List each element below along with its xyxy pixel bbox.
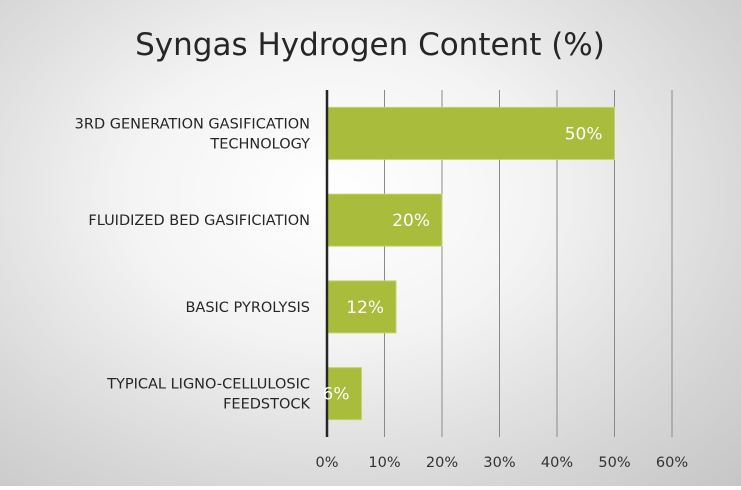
x-tick-label: 50% xyxy=(598,455,630,471)
x-axis-tick-labels: 0% 10% 20% 30% 40% 50% 60% xyxy=(315,455,688,471)
data-label: 6% xyxy=(323,385,350,405)
bar xyxy=(327,280,397,334)
x-tick-label: 40% xyxy=(541,455,573,471)
x-tick-label: 60% xyxy=(656,455,688,471)
data-label: 20% xyxy=(392,211,430,231)
category-label-line: BASIC PYROLYSIS xyxy=(185,300,310,316)
x-tick-label: 30% xyxy=(483,455,515,471)
category-label: BASIC PYROLYSIS xyxy=(185,300,310,316)
category-label-line: TYPICAL LIGNO-CELLULOSIC xyxy=(106,377,310,393)
category-label-line: TECHNOLOGY xyxy=(209,136,310,152)
x-tick-label: 20% xyxy=(426,455,458,471)
x-tick-label: 0% xyxy=(315,455,338,471)
category-label-line: 3RD GENERATION GASIFICATION xyxy=(75,116,310,132)
bar xyxy=(327,367,362,421)
chart-title: Syngas Hydrogen Content (%) xyxy=(135,27,605,63)
category-label-line: FLUIDIZED BED GASIFICIATION xyxy=(88,213,310,229)
category-label: 3RD GENERATION GASIFICATION TECHNOLOGY xyxy=(75,116,310,152)
category-label-line: FEEDSTOCK xyxy=(223,397,310,413)
category-label: FLUIDIZED BED GASIFICIATION xyxy=(88,213,310,229)
category-labels: 3RD GENERATION GASIFICATION TECHNOLOGY FLU… xyxy=(75,116,311,412)
data-labels: 50% 20% 12% 6% xyxy=(323,124,603,404)
bar xyxy=(327,106,615,160)
data-label: 12% xyxy=(346,298,384,318)
x-tick-label: 10% xyxy=(368,455,400,471)
data-label: 50% xyxy=(565,124,603,144)
bars xyxy=(327,106,615,421)
category-label: TYPICAL LIGNO-CELLULOSIC FEEDSTOCK xyxy=(106,377,310,413)
